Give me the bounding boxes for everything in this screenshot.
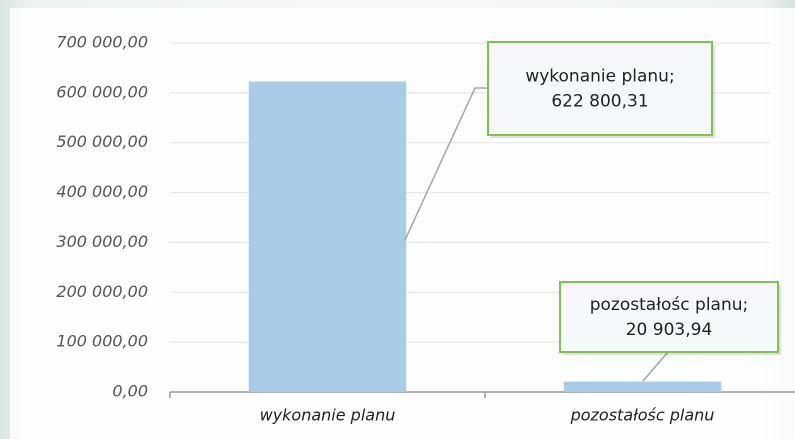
bar <box>248 81 407 392</box>
data-label: 20 903,94 <box>626 320 713 340</box>
x-tick-label: wykonanie planu <box>260 406 396 425</box>
bar <box>563 381 722 392</box>
y-tick-label: 100 000,00 <box>56 332 148 351</box>
data-label-name: wykonanie planu; <box>525 67 674 87</box>
y-tick-label: 200 000,00 <box>56 282 148 301</box>
y-tick-label: 300 000,00 <box>56 232 148 251</box>
y-tick-label: 700 000,00 <box>56 33 148 52</box>
data-label-name: pozostałośc planu; <box>590 295 749 315</box>
leader-line <box>404 87 488 241</box>
y-tick-label: 600 000,00 <box>56 82 148 101</box>
data-label: 622 800,31 <box>551 92 648 112</box>
leader-line <box>642 351 669 382</box>
y-tick-label: 500 000,00 <box>56 132 148 151</box>
callout-box <box>487 41 713 136</box>
y-tick-label: 400 000,00 <box>56 182 148 201</box>
y-tick-label: 0,00 <box>112 382 148 401</box>
callout-box <box>559 281 779 353</box>
x-tick-label: pozostałośc planu <box>570 406 715 425</box>
